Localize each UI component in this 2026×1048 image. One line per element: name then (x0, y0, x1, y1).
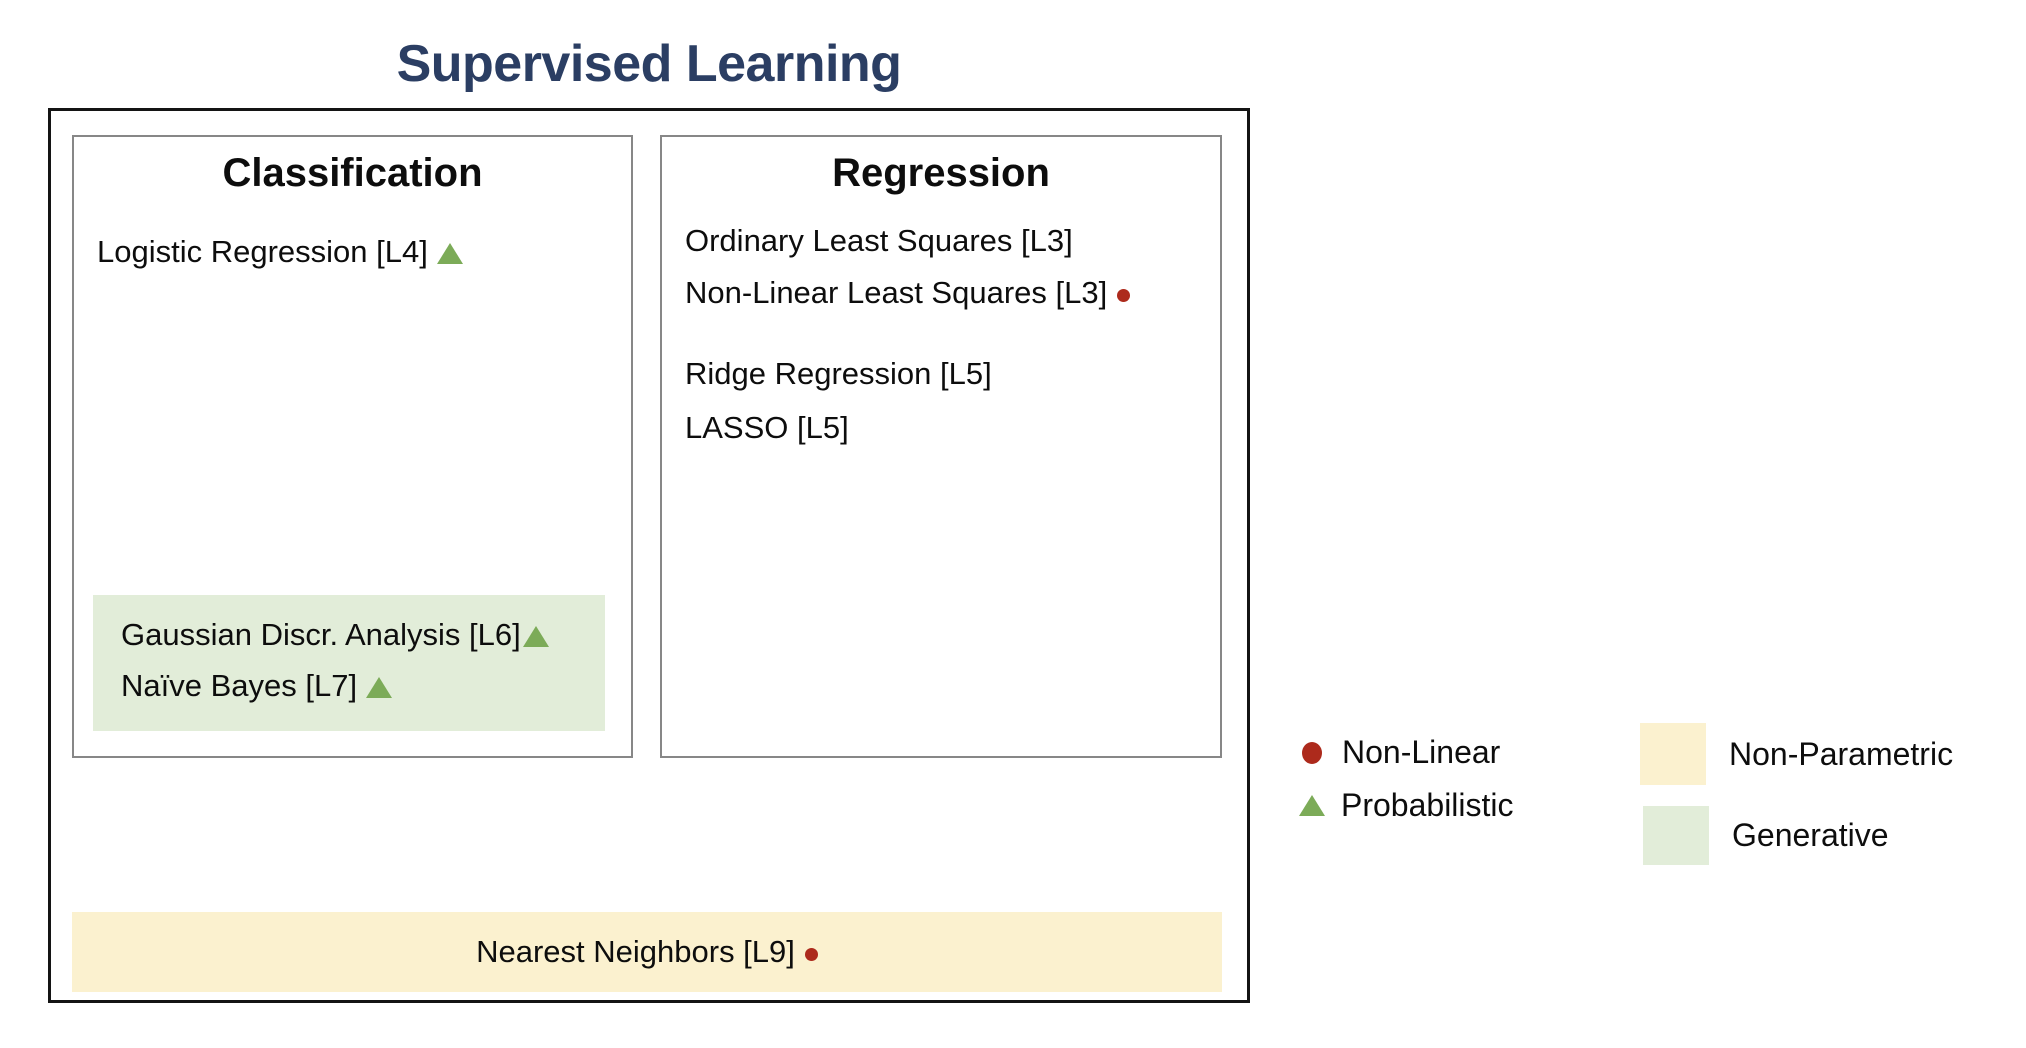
item-label: Logistic Regression [L4] (97, 234, 428, 269)
probabilistic-triangle-icon (436, 242, 463, 264)
legend-label: Generative (1732, 817, 1889, 853)
list-item: Non-Linear Least Squares [L3] (685, 275, 1131, 311)
item-label: Ridge Regression [L5] (685, 356, 992, 391)
list-item: Logistic Regression [L4] (97, 234, 463, 270)
probabilistic-triangle-icon (366, 676, 393, 698)
list-item: LASSO [L5] (685, 410, 849, 446)
legend-label: Probabilistic (1341, 787, 1514, 823)
page-title: Supervised Learning (396, 35, 902, 93)
non-linear-dot-icon (1117, 288, 1131, 302)
list-item: Gaussian Discr. Analysis [L6] (121, 617, 549, 653)
item-label: Nearest Neighbors [L9] (476, 934, 795, 969)
legend-label: Non-Parametric (1729, 735, 1954, 772)
generative-swatch-icon (1643, 806, 1709, 865)
item-label: LASSO [L5] (685, 410, 849, 445)
probabilistic-triangle-icon (522, 625, 549, 647)
item-label: Gaussian Discr. Analysis [L6] (121, 617, 521, 652)
item-label: Ordinary Least Squares [L3] (685, 223, 1073, 258)
non-parametric-band: Nearest Neighbors [L9] (72, 912, 1222, 992)
non-linear-dot-icon (804, 947, 818, 961)
legend-item-non-linear: Non-Linear (1302, 734, 1500, 771)
legend-item-non-parametric: Non-Parametric (1640, 723, 1953, 785)
list-item: Ridge Regression [L5] (685, 356, 992, 392)
regression-panel: Regression Ordinary Least Squares [L3] N… (660, 135, 1222, 758)
list-item: Ordinary Least Squares [L3] (685, 223, 1073, 259)
item-label: Naïve Bayes [L7] (121, 668, 358, 703)
non-parametric-swatch-icon (1640, 723, 1706, 785)
regression-header: Regression (832, 151, 1050, 195)
legend-item-generative: Generative (1643, 806, 1889, 865)
list-item: Naïve Bayes [L7] (121, 668, 393, 704)
legend-item-probabilistic: Probabilistic (1299, 787, 1514, 824)
green-triangle-icon (1299, 795, 1325, 816)
item-label: Non-Linear Least Squares [L3] (685, 275, 1108, 310)
classification-panel: Classification Logistic Regression [L4] … (72, 135, 633, 758)
supervised-learning-box: Classification Logistic Regression [L4] … (48, 108, 1250, 1003)
legend-label: Non-Linear (1342, 734, 1501, 770)
generative-group: Gaussian Discr. Analysis [L6] Naïve Baye… (93, 595, 605, 731)
classification-header: Classification (222, 151, 483, 195)
red-dot-icon (1302, 741, 1322, 764)
